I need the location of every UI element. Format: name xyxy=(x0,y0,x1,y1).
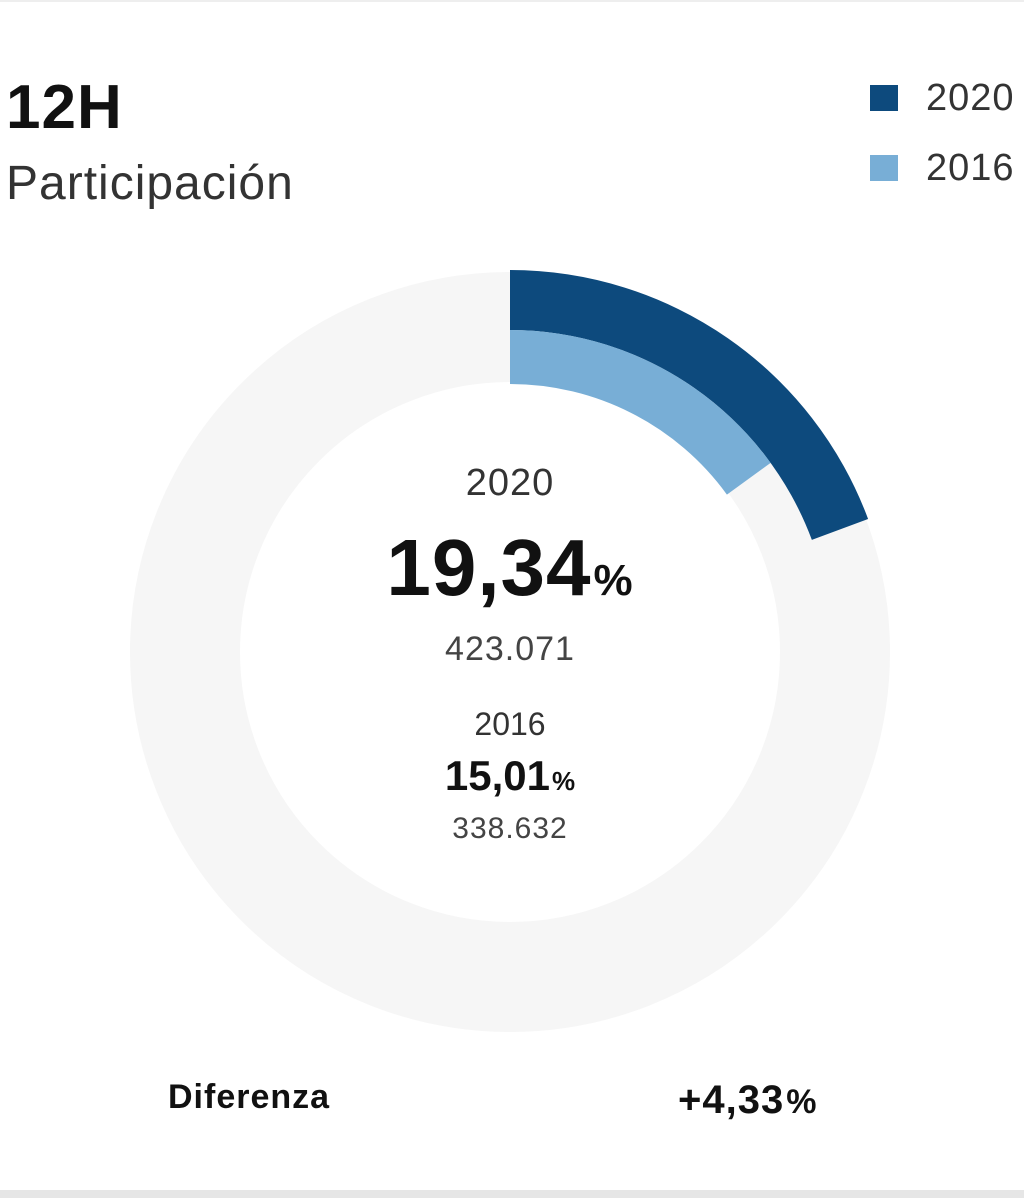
arc-2020 xyxy=(510,270,869,540)
legend-label-2016: 2016 xyxy=(926,146,1015,189)
previous-percent-value: 15,01 xyxy=(444,752,550,799)
difference-number: +4,33 xyxy=(678,1078,785,1122)
legend-item-2020: 2020 xyxy=(870,77,1020,119)
time-title: 12H xyxy=(6,73,123,142)
previous-year-label: 2016 xyxy=(474,706,546,742)
top-divider xyxy=(0,0,1024,2)
current-year-label: 2020 xyxy=(465,462,555,504)
bottom-divider xyxy=(0,1190,1024,1198)
previous-percent-unit: % xyxy=(551,766,576,796)
difference-value: +4,33% xyxy=(678,1078,817,1123)
legend-item-2016: 2016 xyxy=(870,147,1020,189)
current-percent-unit: % xyxy=(593,556,634,605)
current-count: 423.071 xyxy=(445,630,575,668)
previous-percent: 15,01% xyxy=(310,752,710,800)
previous-count: 338.632 xyxy=(452,812,568,845)
current-percent: 19,34% xyxy=(310,522,710,614)
legend: 2020 2016 xyxy=(870,77,1020,220)
legend-label-2020: 2020 xyxy=(926,76,1015,119)
chart-subtitle: Participación xyxy=(6,157,294,210)
difference-unit: % xyxy=(786,1083,818,1121)
current-percent-value: 19,34 xyxy=(386,523,592,612)
arc-2016 xyxy=(510,330,771,495)
difference-label: Diferenza xyxy=(168,1078,331,1116)
legend-swatch-2020 xyxy=(870,85,898,111)
legend-swatch-2016 xyxy=(870,155,898,181)
